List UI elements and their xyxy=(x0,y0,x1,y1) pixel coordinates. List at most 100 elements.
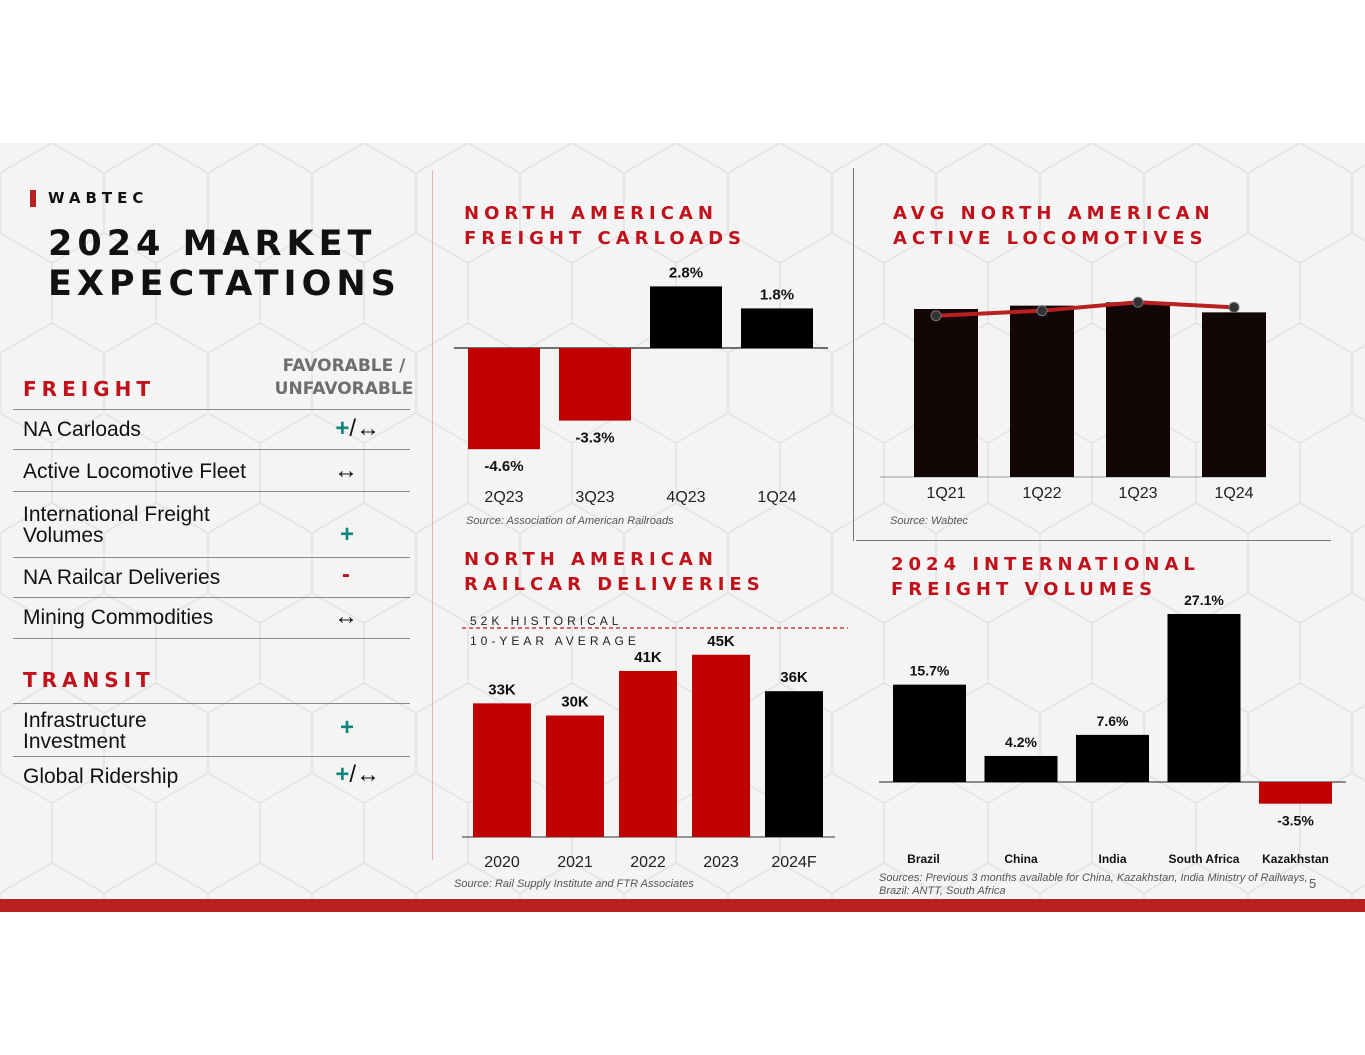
row-rating: +/↔ xyxy=(335,415,380,443)
bar xyxy=(468,348,540,450)
row-rating: + xyxy=(340,714,354,742)
minus-icon: - xyxy=(342,561,350,588)
line-point xyxy=(1036,305,1048,317)
source-railcars: Source: Rail Supply Institute and FTR As… xyxy=(454,878,694,890)
bar xyxy=(473,703,531,837)
x-tick-label: 2021 xyxy=(557,854,593,871)
line-point xyxy=(930,310,942,322)
bar xyxy=(1167,613,1241,782)
plus-icon: + xyxy=(339,714,354,741)
x-tick-label: 2Q23 xyxy=(484,489,523,506)
bar xyxy=(619,670,677,837)
bar xyxy=(1259,782,1332,804)
table-row: Mining Commodities ↔ xyxy=(13,597,410,639)
line-point xyxy=(1228,301,1240,313)
source-international: Sources: Previous 3 months available for… xyxy=(879,872,1308,897)
neutral-arrow-icon: /↔ xyxy=(349,415,380,442)
data-label: 15.7% xyxy=(910,663,950,679)
row-label: NA Carloads xyxy=(23,418,141,441)
slide-background xyxy=(0,143,1365,899)
row-label: Infrastructure Investment xyxy=(23,709,147,753)
x-tick-label: 2023 xyxy=(703,854,739,871)
bar xyxy=(1076,734,1149,782)
plus-icon: + xyxy=(339,521,354,548)
railcars-chart: 52K HISTORICAL 10-YEAR AVERAGE 33K 2020 30K 2… xyxy=(462,614,848,871)
x-tick-label: 1Q22 xyxy=(1022,485,1061,502)
bar xyxy=(692,654,750,837)
page-number: 5 xyxy=(1309,876,1317,891)
reference-label: 52K HISTORICAL xyxy=(470,614,622,628)
line-point xyxy=(1132,296,1144,308)
data-label: -3.3% xyxy=(575,430,614,447)
bar xyxy=(1010,305,1074,477)
data-label: 1.8% xyxy=(760,286,794,303)
bar xyxy=(893,684,966,782)
chart-title-carloads: NORTH AMERICAN FREIGHT CARLOADS xyxy=(464,203,747,249)
data-label: 36K xyxy=(780,669,808,686)
source-carloads: Source: Association of American Railroad… xyxy=(466,515,674,527)
plus-icon: + xyxy=(335,415,350,442)
x-tick-label: 2022 xyxy=(630,854,666,871)
bar xyxy=(984,755,1058,782)
x-tick-label: Kazakhstan xyxy=(1262,852,1329,866)
neutral-arrow-icon: ↔ xyxy=(334,457,358,484)
data-label: 33K xyxy=(488,681,516,698)
x-tick-label: 1Q21 xyxy=(926,485,965,502)
table-row: Infrastructure Investment + xyxy=(13,703,410,757)
favorable-column-heading: FAVORABLE / UNFAVORABLE xyxy=(274,356,414,399)
x-tick-label: 2024F xyxy=(771,854,817,871)
bar xyxy=(1202,312,1266,477)
row-label: Active Locomotive Fleet xyxy=(23,460,246,483)
data-label: 45K xyxy=(707,633,735,650)
data-label: 30K xyxy=(561,694,589,711)
table-row: Active Locomotive Fleet ↔ xyxy=(13,449,410,492)
chart-title-international: 2024 INTERNATIONAL FREIGHT VOLUMES xyxy=(891,554,1200,600)
x-tick-label: 3Q23 xyxy=(575,489,614,506)
chart-divider-vertical xyxy=(853,168,854,541)
x-tick-label: 1Q24 xyxy=(757,489,796,506)
row-label: NA Railcar Deliveries xyxy=(23,566,221,589)
row-rating: ↔ xyxy=(334,457,358,485)
row-label: Mining Commodities xyxy=(23,606,214,629)
data-label: 4.2% xyxy=(1005,734,1037,750)
data-label: 27.1% xyxy=(1184,592,1224,608)
carloads-chart: -4.6% 2Q23 -3.3% 3Q23 2.8% 4Q23 1.8% 1Q24 xyxy=(454,264,828,506)
x-tick-label: India xyxy=(1098,852,1126,866)
bar xyxy=(650,286,722,348)
trend-line xyxy=(935,300,1235,318)
data-label: -3.5% xyxy=(1277,813,1314,829)
transit-heading: TRANSIT xyxy=(23,668,155,692)
bar xyxy=(914,309,978,477)
title-line-2: EXPECTATIONS xyxy=(48,264,401,304)
row-label: International Freight Volumes xyxy=(23,503,210,547)
chart-title-locomotives: AVG NORTH AMERICAN ACTIVE LOCOMOTIVES xyxy=(893,203,1215,249)
chart-title-railcars: NORTH AMERICAN RAILCAR DELIVERIES xyxy=(464,549,765,595)
brand-logo: WABTEC xyxy=(48,189,149,207)
x-tick-label: 4Q23 xyxy=(666,489,705,506)
bar xyxy=(765,691,823,837)
locomotives-chart: 1Q21 1Q22 1Q23 1Q24 xyxy=(880,296,1266,502)
reference-label: 10-YEAR AVERAGE xyxy=(470,634,640,648)
bar xyxy=(559,348,631,421)
x-tick-label: 1Q24 xyxy=(1214,485,1253,502)
neutral-arrow-icon: /↔ xyxy=(349,761,380,788)
neutral-arrow-icon: ↔ xyxy=(334,603,358,630)
data-label: 2.8% xyxy=(669,264,703,281)
title-line-1: 2024 MARKET xyxy=(48,224,377,264)
table-row: NA Carloads +/↔ xyxy=(13,409,410,450)
bar xyxy=(546,715,604,837)
bottom-accent-bar xyxy=(0,899,1365,912)
table-row: NA Railcar Deliveries - xyxy=(13,557,410,598)
x-tick-label: 2020 xyxy=(484,854,520,871)
row-rating: + xyxy=(340,521,354,549)
left-panel-divider xyxy=(432,170,433,860)
x-tick-label: China xyxy=(1004,852,1038,866)
source-locomotives: Source: Wabtec xyxy=(890,515,969,527)
row-label: Global Ridership xyxy=(23,765,179,788)
brand-mark xyxy=(30,190,36,207)
plus-icon: + xyxy=(335,761,350,788)
bar xyxy=(1106,302,1170,477)
page-title: 2024 MARKET EXPECTATIONS xyxy=(48,224,401,304)
bar xyxy=(741,308,813,348)
x-tick-label: South Africa xyxy=(1169,852,1240,866)
